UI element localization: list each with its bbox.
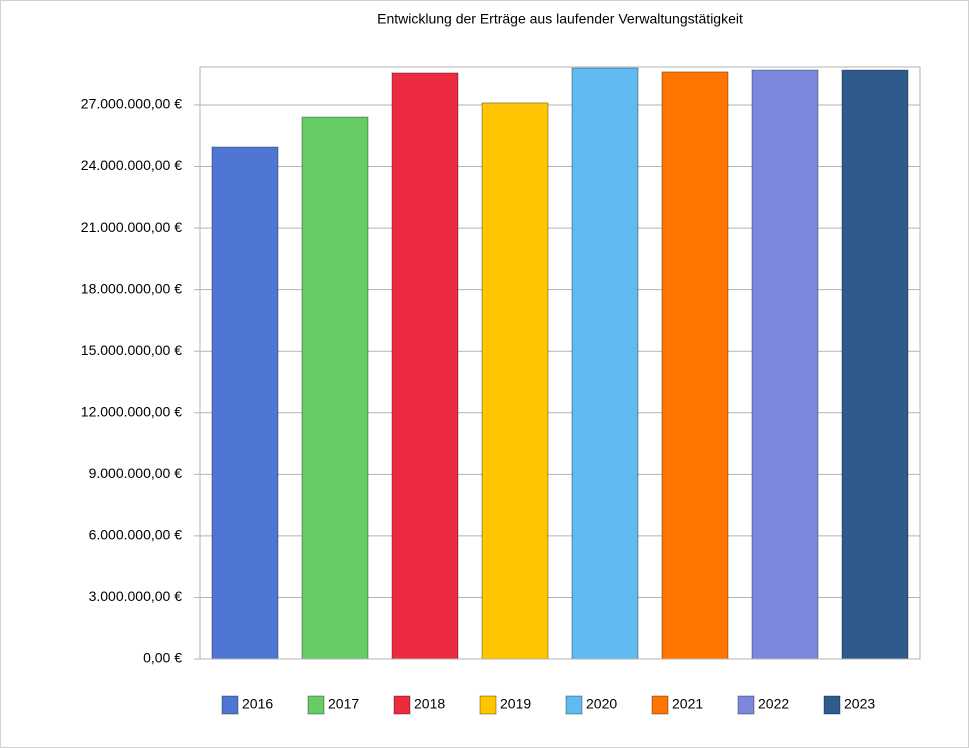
legend-label: 2023 xyxy=(844,696,875,712)
legend-label: 2017 xyxy=(328,696,359,712)
legend-label: 2021 xyxy=(672,696,703,712)
bar xyxy=(391,72,459,660)
legend-swatch xyxy=(479,695,497,715)
legend-swatch xyxy=(307,695,325,715)
legend-label: 2019 xyxy=(500,696,531,712)
bar xyxy=(751,69,819,660)
y-tick-label: 3.000.000,00 € xyxy=(89,588,183,604)
y-tick-label: 27.000.000,00 € xyxy=(81,96,182,112)
bar xyxy=(571,67,639,660)
bar xyxy=(841,69,909,660)
y-tick-label: 6.000.000,00 € xyxy=(89,527,183,543)
bar xyxy=(211,146,279,660)
legend-label: 2018 xyxy=(414,696,445,712)
bar xyxy=(481,102,549,660)
legend-label: 2022 xyxy=(758,696,789,712)
legend-swatch xyxy=(737,695,755,715)
legend-label: 2016 xyxy=(242,696,273,712)
y-tick-label: 24.000.000,00 € xyxy=(81,157,182,173)
legend-label: 2020 xyxy=(586,696,617,712)
legend-swatch xyxy=(221,695,239,715)
legend-swatch xyxy=(393,695,411,715)
y-tick-label: 9.000.000,00 € xyxy=(89,465,183,481)
bar xyxy=(301,116,369,660)
y-tick-label: 21.000.000,00 € xyxy=(81,219,182,235)
y-tick-label: 0,00 € xyxy=(143,650,182,666)
chart-title: Entwicklung der Erträge aus laufender Ve… xyxy=(377,11,743,27)
legend-swatch xyxy=(651,695,669,715)
y-tick-label: 12.000.000,00 € xyxy=(81,403,182,419)
legend-swatch xyxy=(565,695,583,715)
legend-swatch xyxy=(823,695,841,715)
y-tick-label: 18.000.000,00 € xyxy=(81,280,182,296)
bar xyxy=(661,71,729,660)
y-tick-label: 15.000.000,00 € xyxy=(81,342,182,358)
